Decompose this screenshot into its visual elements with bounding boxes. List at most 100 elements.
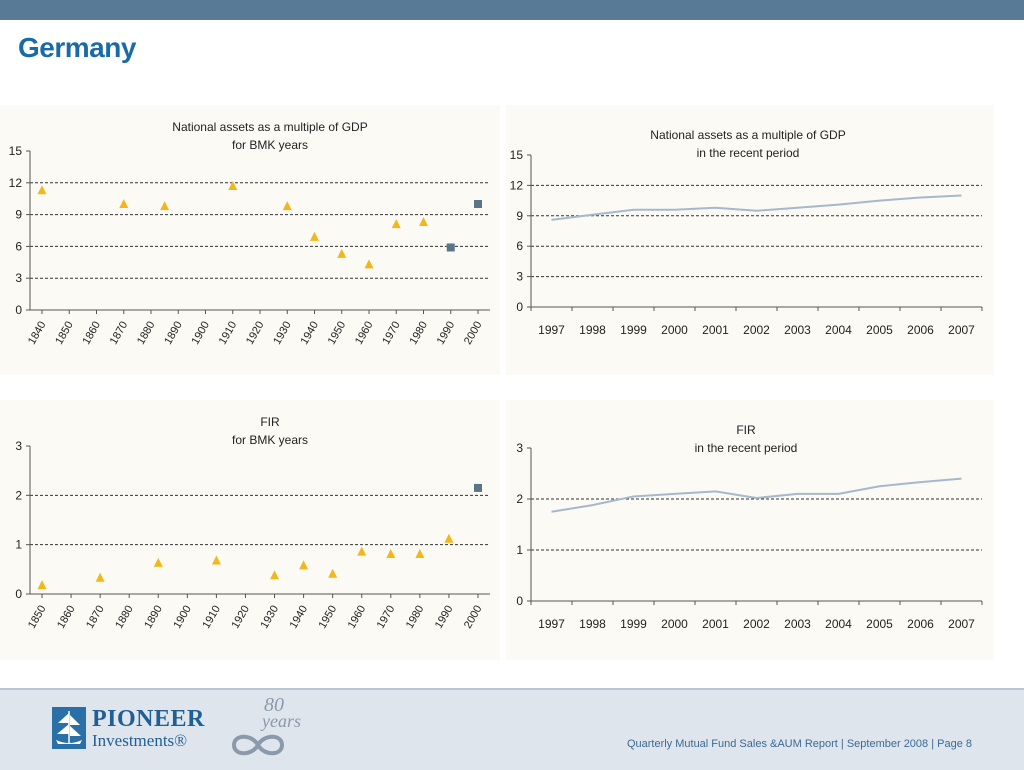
chart-fir-recent: FIR in the recent period 0 1 2 3 1997 1998 1999 2… xyxy=(506,400,994,660)
x-tick-label: 1870 xyxy=(108,320,131,347)
triangle-point xyxy=(119,199,129,208)
x-tick-label: 2002 xyxy=(743,323,770,337)
x-tick-label: 2005 xyxy=(866,323,893,337)
triangle-point xyxy=(153,557,163,567)
chart-svg: FIR for BMK years 0 1 2 3 1850 1860 1870 1880 1890… xyxy=(15,415,490,631)
triangle-point xyxy=(211,555,221,565)
logo-subtext: Investments® xyxy=(92,731,188,750)
pioneer-ship-icon xyxy=(52,707,86,749)
x-tick-label: 1860 xyxy=(80,320,103,347)
page-title: Germany xyxy=(18,32,136,63)
x-tick-label: 2001 xyxy=(702,323,729,337)
infinity-icon xyxy=(231,734,285,756)
chart-subtitle: for BMK years xyxy=(232,138,308,152)
chart-subtitle: in the recent period xyxy=(695,441,798,455)
chart-title: National assets as a multiple of GDP xyxy=(172,120,367,134)
top-bar xyxy=(0,0,1024,20)
x-tick-label: 1999 xyxy=(620,323,647,337)
x-tick-label: 1910 xyxy=(217,320,240,347)
square-point xyxy=(446,243,455,252)
y-tick-label: 0 xyxy=(15,587,22,601)
triangle-point xyxy=(270,570,280,580)
x-tick-label: 2000 xyxy=(462,320,485,347)
x-tick-label: 2007 xyxy=(948,617,975,631)
x-tick-label: 1920 xyxy=(229,604,252,631)
chart-title: FIR xyxy=(736,423,756,437)
x-tick-label: 2007 xyxy=(948,323,975,337)
x-tick-label: 1860 xyxy=(55,604,78,631)
x-tick-label: 1920 xyxy=(244,320,267,347)
x-tick-label: 1980 xyxy=(404,604,427,631)
triangle-point xyxy=(37,580,47,590)
x-tick-label: 2002 xyxy=(743,617,770,631)
triangle-point xyxy=(444,533,454,543)
x-tick-label: 1960 xyxy=(346,604,369,631)
series-line xyxy=(551,194,962,221)
triangle-point xyxy=(37,185,47,195)
y-tick-label: 6 xyxy=(516,239,523,253)
x-tick-label: 2006 xyxy=(907,617,934,631)
y-tick-label: 9 xyxy=(516,209,523,223)
x-tick-label: 1940 xyxy=(288,604,311,631)
x-tick-label: 1970 xyxy=(380,320,403,347)
x-tick-label: 2000 xyxy=(661,323,688,337)
y-tick-label: 1 xyxy=(15,538,22,552)
x-tick-label: 2004 xyxy=(825,617,852,631)
x-tick-label: 2004 xyxy=(825,323,852,337)
y-tick-label: 6 xyxy=(15,239,22,253)
triangle-point xyxy=(228,180,238,190)
chart-fir-bmk: FIR for BMK years 0 1 2 3 1850 1860 1870 1880 1890… xyxy=(0,400,500,660)
y-tick-label: 3 xyxy=(15,271,22,285)
x-tick-label: 2000 xyxy=(462,604,485,631)
chart-subtitle: in the recent period xyxy=(697,146,800,160)
y-tick-label: 0 xyxy=(15,303,22,317)
triangle-point xyxy=(391,219,401,229)
chart-title: National assets as a multiple of GDP xyxy=(650,128,845,142)
triangle-point xyxy=(95,572,105,582)
chart-svg: FIR in the recent period 0 1 2 3 1997 1998 1999 2… xyxy=(516,423,983,631)
x-tick-label: 1880 xyxy=(135,320,158,347)
triangle-point xyxy=(282,201,292,211)
triangle-point xyxy=(310,231,319,241)
x-tick-label: 1900 xyxy=(189,320,212,347)
footer: PIONEER Investments® 80 years Quarterly … xyxy=(0,688,1024,770)
anniversary-number: 80 xyxy=(264,694,284,716)
triangle-point xyxy=(386,549,396,559)
x-tick-label: 1840 xyxy=(26,320,49,347)
x-tick-label: 1850 xyxy=(53,320,76,347)
x-tick-label: 1960 xyxy=(353,320,376,347)
x-tick-label: 1999 xyxy=(620,617,647,631)
chart-title: FIR xyxy=(260,415,280,429)
y-tick-label: 15 xyxy=(9,144,23,158)
x-tick-label: 1950 xyxy=(317,604,340,631)
x-tick-label: 1850 xyxy=(26,604,49,631)
triangle-point xyxy=(160,201,170,211)
y-tick-label: 0 xyxy=(516,300,523,314)
triangle-point xyxy=(419,217,428,227)
x-tick-label: 1900 xyxy=(171,604,194,631)
y-tick-label: 9 xyxy=(15,208,22,222)
x-tick-label: 1930 xyxy=(258,604,281,631)
y-tick-label: 12 xyxy=(510,178,524,192)
y-tick-label: 0 xyxy=(516,594,523,608)
y-tick-label: 12 xyxy=(9,176,23,190)
y-tick-label: 2 xyxy=(15,488,22,502)
chart-assets-recent: National assets as a multiple of GDP in t… xyxy=(506,105,994,375)
x-tick-label: 1890 xyxy=(142,604,165,631)
x-tick-label: 2000 xyxy=(661,617,688,631)
y-tick-label: 15 xyxy=(510,148,524,162)
x-tick-label: 1990 xyxy=(433,604,456,631)
x-tick-label: 1980 xyxy=(407,320,430,347)
x-tick-label: 2003 xyxy=(784,323,811,337)
y-tick-label: 3 xyxy=(516,270,523,284)
chart-svg: National assets as a multiple of GDP for … xyxy=(9,120,490,347)
x-tick-label: 1870 xyxy=(84,604,107,631)
triangle-point xyxy=(364,259,374,269)
triangle-point xyxy=(328,568,338,578)
triangle-point xyxy=(337,248,347,258)
x-tick-label: 1940 xyxy=(298,320,321,347)
chart-svg: National assets as a multiple of GDP in t… xyxy=(510,128,983,337)
triangle-point xyxy=(299,560,309,570)
x-tick-label: 1997 xyxy=(538,323,565,337)
x-tick-label: 1998 xyxy=(579,323,606,337)
